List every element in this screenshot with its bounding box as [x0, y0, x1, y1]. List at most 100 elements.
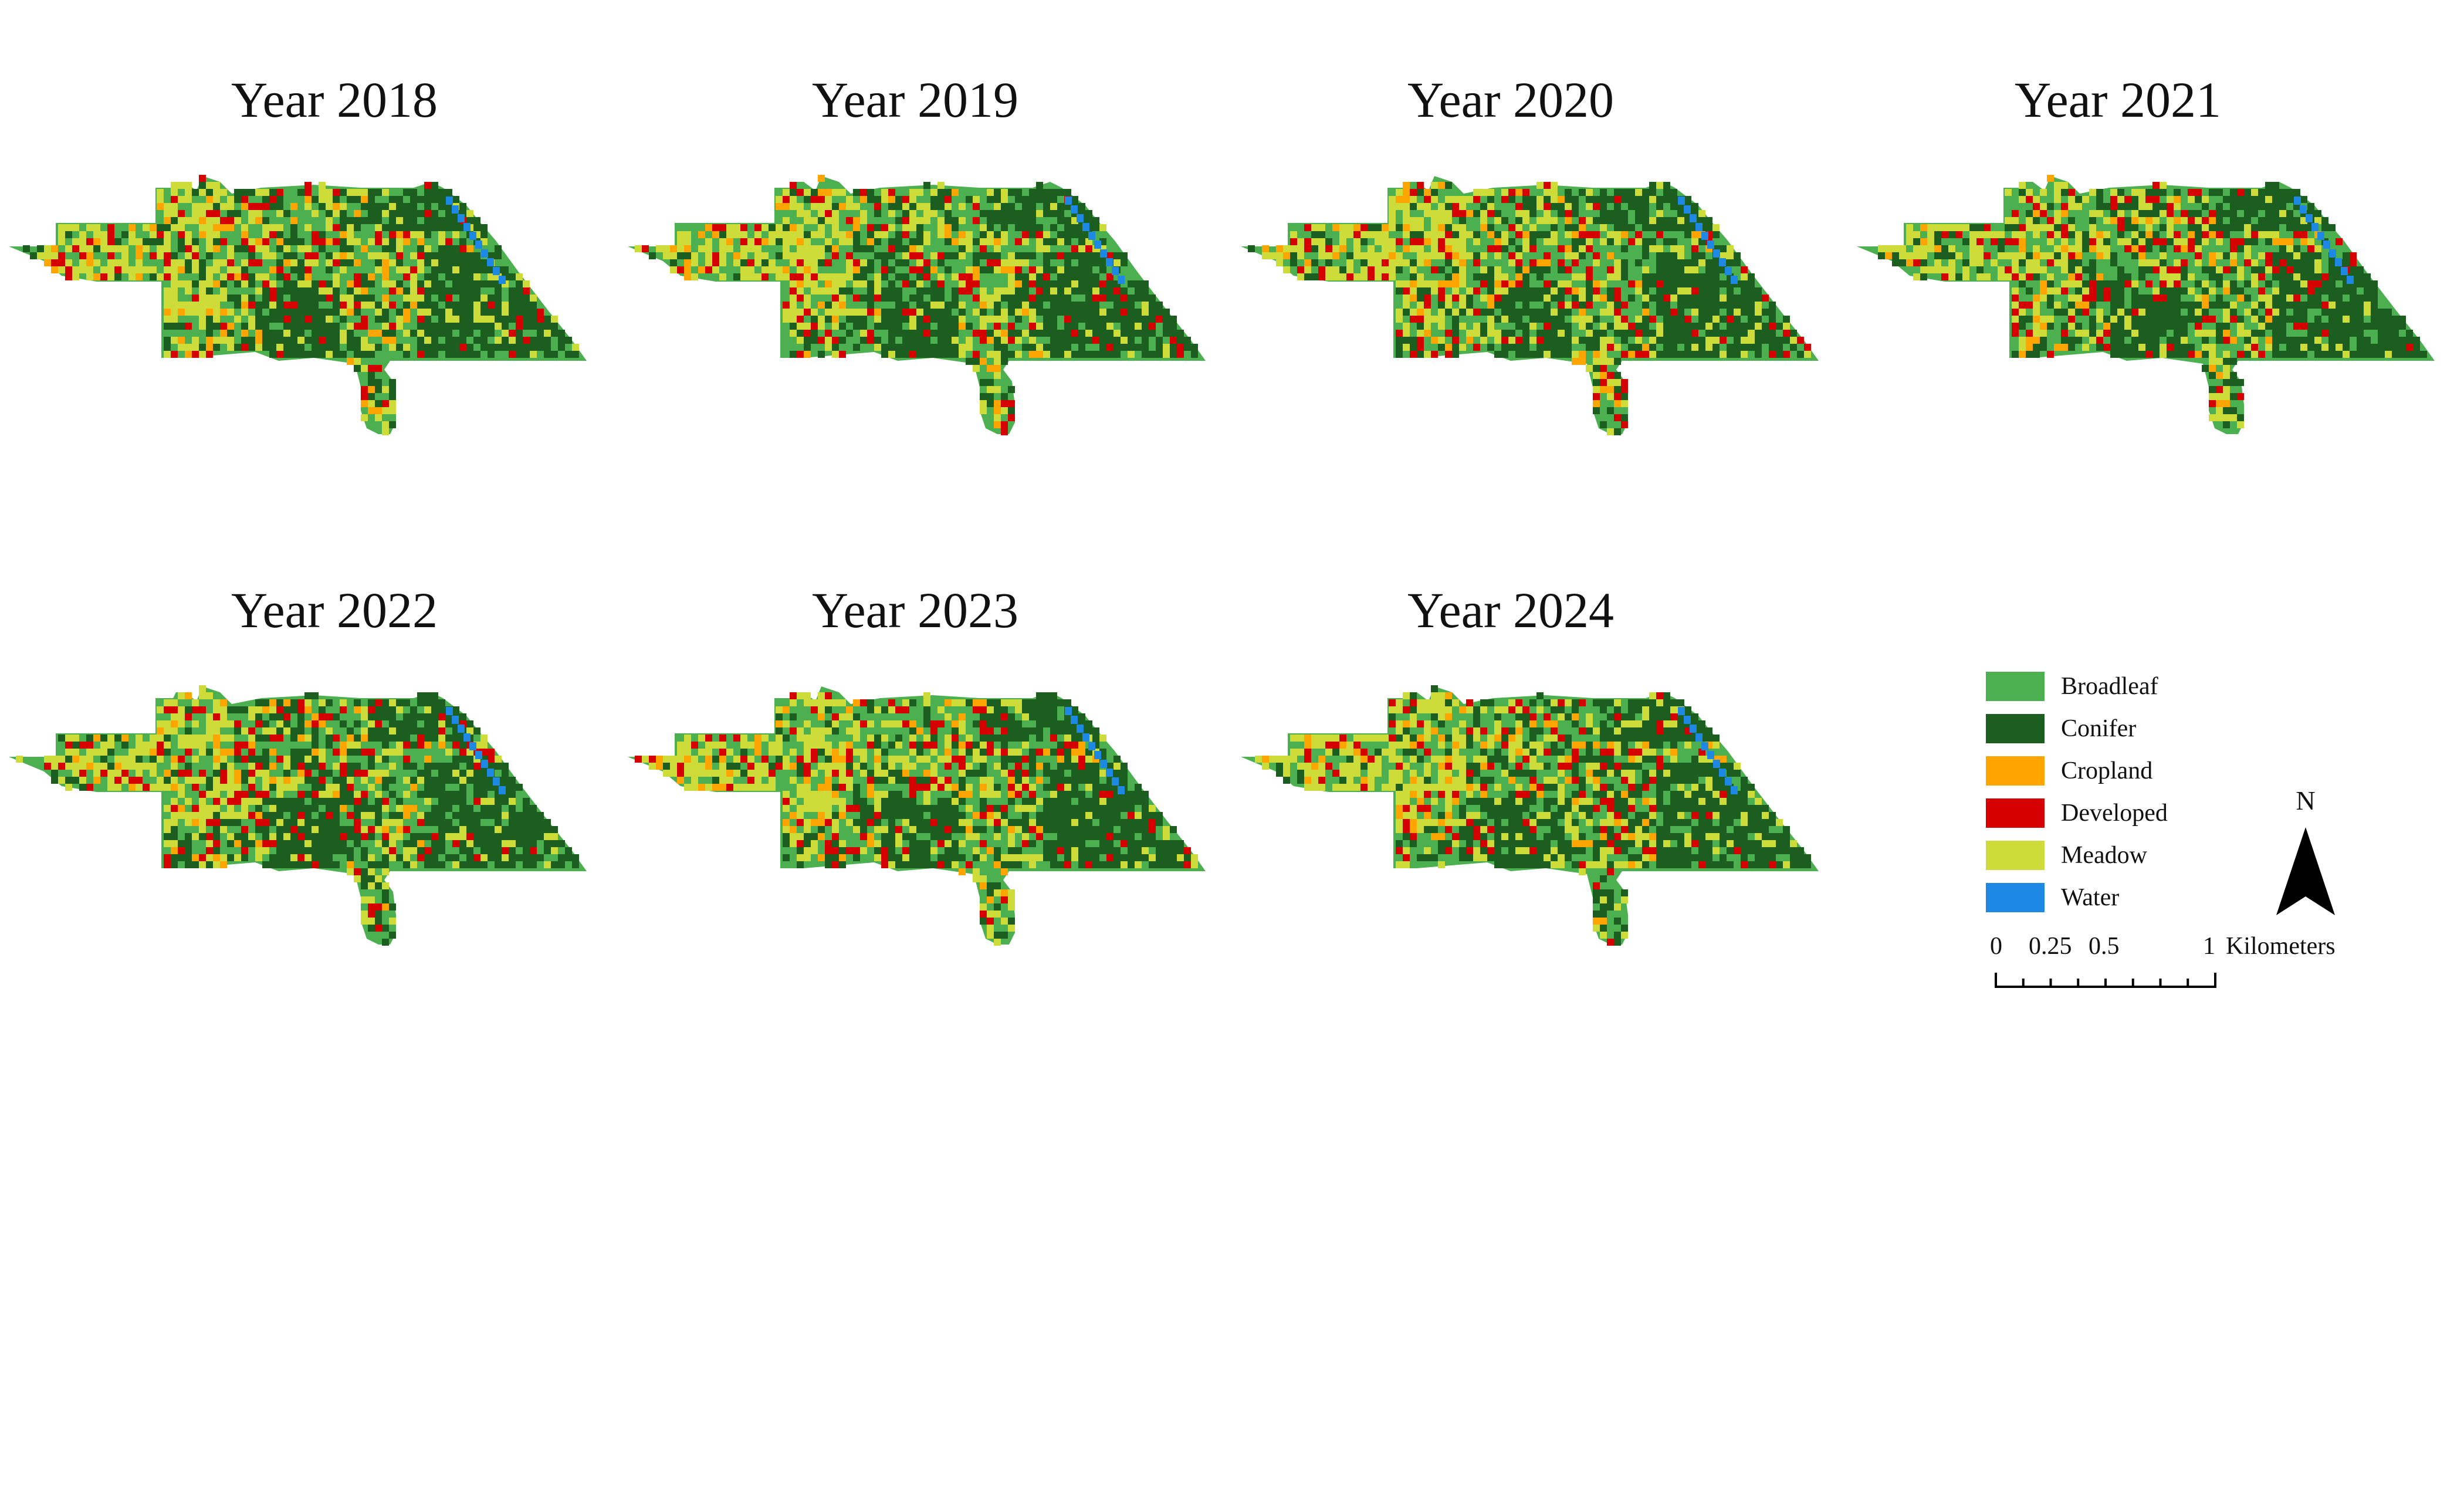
map-raster-cell [297, 805, 304, 812]
map-raster-cell [121, 742, 128, 749]
map-raster-cell [987, 295, 994, 302]
map-raster-cell [382, 749, 389, 756]
map-raster-cell [959, 273, 966, 280]
map-raster-cell [1529, 203, 1536, 210]
map-raster-cell [2160, 323, 2167, 330]
map-raster-cell [192, 777, 199, 784]
map-raster-cell [2110, 252, 2117, 259]
map-raster-cell [797, 351, 804, 358]
map-raster-cell [1156, 337, 1163, 344]
map-raster-cell [2385, 316, 2392, 323]
map-raster-cell [2251, 238, 2258, 245]
map-raster-cell [424, 819, 431, 826]
map-raster-cell [276, 826, 283, 833]
map-raster-cell [1649, 351, 1656, 358]
map-raster-cell [227, 812, 234, 819]
map-raster-cell [516, 351, 523, 358]
map-raster-cell [290, 798, 297, 805]
map-raster-cell [1043, 295, 1050, 302]
map-raster-cell [1593, 365, 1600, 372]
map-raster-cell [1677, 266, 1684, 273]
map-raster-cell [916, 238, 923, 245]
map-raster-cell [269, 316, 276, 323]
map-raster-cell [987, 252, 994, 259]
map-raster-cell [262, 323, 269, 330]
map-raster-cell [466, 805, 473, 812]
map-raster-cell [2082, 330, 2089, 337]
map-raster-cell [994, 358, 1001, 365]
map-raster-cell [1934, 266, 1941, 273]
map-raster-cell [1927, 231, 1934, 238]
map-raster-cell [473, 323, 480, 330]
map-raster-cell [178, 196, 185, 203]
map-raster-cell [523, 337, 530, 344]
map-raster-cell [1487, 189, 1494, 196]
map-raster-cell [1572, 224, 1579, 231]
map-raster-cell [466, 302, 473, 309]
map-raster-cell [389, 196, 396, 203]
map-raster-cell [2089, 266, 2096, 273]
map-raster-cell [276, 351, 283, 358]
map-raster-cell [347, 302, 354, 309]
map-raster-cell [136, 777, 143, 784]
map-raster-cell [2272, 337, 2279, 344]
map-raster-cell [1522, 273, 1529, 280]
map-raster-cell [2082, 266, 2089, 273]
map-raster-cell [347, 287, 354, 295]
map-raster-cell [635, 245, 642, 252]
map-raster-cell [2019, 316, 2026, 323]
map-raster-cell [2138, 309, 2145, 316]
map-raster-cell [2188, 238, 2195, 245]
map-raster-cell [340, 309, 347, 316]
map-water-cell [1719, 258, 1726, 266]
map-raster-cell [171, 323, 178, 330]
map-raster-cell [495, 337, 502, 344]
map-raster-cell [445, 763, 452, 770]
map-raster-cell [1913, 259, 1920, 266]
map-raster-cell [2026, 273, 2033, 280]
map-raster-cell [1368, 231, 1375, 238]
map-raster-cell [2103, 316, 2110, 323]
map-raster-cell [220, 756, 227, 763]
map-raster-cell [1621, 196, 1628, 203]
map-raster-cell [2237, 189, 2244, 196]
map-raster-cell [2089, 231, 2096, 238]
map-raster-cell [2026, 316, 2033, 323]
map-raster-cell [2075, 203, 2082, 210]
map-raster-cell [445, 259, 452, 266]
map-raster-cell [213, 791, 220, 798]
map-raster-cell [537, 316, 544, 323]
map-raster-cell [114, 273, 121, 280]
map-raster-cell [2378, 330, 2385, 337]
map-raster-cell [1368, 252, 1375, 259]
map-raster-cell [980, 407, 987, 414]
map-raster-cell [1459, 231, 1466, 238]
map-raster-cell [874, 337, 881, 344]
map-raster-cell [1113, 252, 1121, 259]
map-raster-cell [326, 819, 333, 826]
map-raster-cell [881, 266, 888, 273]
map-raster-cell [909, 295, 916, 302]
map-raster-cell [930, 330, 937, 337]
map-raster-cell [2237, 351, 2244, 358]
map-raster-cell [290, 819, 297, 826]
map-raster-cell [368, 735, 375, 742]
map-raster-cell [382, 756, 389, 763]
map-raster-cell [1290, 252, 1297, 259]
map-raster-cell [473, 252, 480, 259]
map-raster-cell [2336, 295, 2343, 302]
map-water-cell [1678, 197, 1685, 205]
map-raster-cell [86, 266, 93, 273]
map-raster-cell [966, 344, 973, 351]
map-raster-cell [192, 266, 199, 273]
map-raster-cell [1487, 316, 1494, 323]
map-raster-cell [509, 784, 516, 791]
map-raster-cell [382, 273, 389, 280]
land-cover-map-2022 [9, 685, 587, 946]
map-raster-cell [945, 351, 952, 358]
map-raster-cell [1410, 280, 1417, 287]
map-raster-cell [2209, 330, 2216, 337]
map-raster-cell [1976, 238, 1984, 245]
map-raster-cell [1452, 309, 1459, 316]
map-raster-cell [290, 777, 297, 784]
